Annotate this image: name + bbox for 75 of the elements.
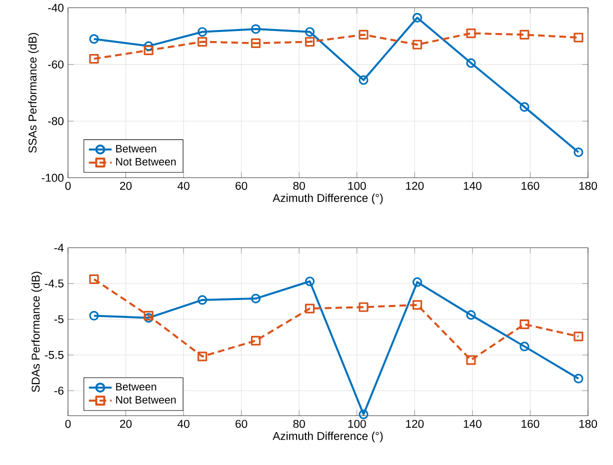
point <box>198 37 208 47</box>
y-tick-label: -60 <box>48 60 64 69</box>
x-axis-title: Azimuth Difference (°) <box>272 194 383 204</box>
point <box>89 34 99 44</box>
y-tick-label: -5.5 <box>44 351 64 360</box>
point <box>574 32 584 42</box>
point <box>412 13 422 23</box>
point <box>574 332 584 342</box>
y-tick-label: -5 <box>54 315 64 324</box>
legend-label: Between <box>116 145 156 153</box>
point <box>250 336 261 346</box>
point <box>198 295 208 305</box>
point <box>358 302 368 312</box>
x-tick-label: 140 <box>464 182 482 190</box>
point <box>412 40 422 50</box>
x-tick-label: 40 <box>178 420 190 428</box>
point <box>520 30 530 40</box>
point <box>89 54 99 64</box>
legend-label: Not Between <box>116 158 176 166</box>
x-tick-label: 80 <box>293 182 305 190</box>
x-tick-label: 100 <box>348 182 366 190</box>
point <box>574 374 584 384</box>
x-tick-label: 160 <box>522 182 540 190</box>
point <box>520 320 530 330</box>
point <box>305 276 315 286</box>
point <box>358 30 368 40</box>
point <box>412 277 422 288</box>
y-axis-title: SSAs Performance (dB) <box>28 33 39 153</box>
y-tick-label: -40 <box>48 4 64 12</box>
x-tick-label: 120 <box>406 420 424 428</box>
x-tick-label: 180 <box>579 182 598 190</box>
x-tick-label: 100 <box>348 420 366 428</box>
point <box>520 342 530 352</box>
x-tick-label: 140 <box>464 420 482 428</box>
y-axis-title: SDAs Performance (dB) <box>31 272 42 392</box>
legend-label: Not Between <box>116 396 176 404</box>
point <box>305 37 315 47</box>
x-tick-label: 20 <box>120 420 132 428</box>
point <box>250 24 261 34</box>
y-tick-label: -100 <box>42 174 64 182</box>
x-tick-label: 180 <box>579 420 598 428</box>
point <box>198 352 208 362</box>
point <box>198 27 208 37</box>
point <box>144 46 154 56</box>
x-tick-label: 40 <box>178 182 190 190</box>
y-tick-label: -6 <box>54 386 64 395</box>
point <box>358 75 368 85</box>
x-tick-label: 0 <box>65 420 71 428</box>
point <box>412 300 422 310</box>
x-axis-title: Azimuth Difference (°) <box>272 432 383 442</box>
point <box>358 410 368 420</box>
x-tick-label: 80 <box>293 420 305 428</box>
point <box>89 311 99 321</box>
point <box>466 355 476 365</box>
x-tick-label: 60 <box>236 182 248 190</box>
x-tick-label: 20 <box>120 182 132 190</box>
x-tick-label: 120 <box>406 182 424 190</box>
point <box>89 274 99 284</box>
y-tick-label: -4 <box>54 244 64 252</box>
y-tick-label: -80 <box>48 117 64 126</box>
x-tick-label: 0 <box>65 182 71 190</box>
x-tick-label: 60 <box>236 420 248 428</box>
point <box>305 27 315 37</box>
point <box>305 304 315 314</box>
point <box>466 28 476 38</box>
y-tick-label: -4.5 <box>44 280 64 288</box>
point <box>144 41 154 51</box>
x-tick-label: 160 <box>522 420 540 428</box>
point <box>250 38 261 48</box>
point <box>574 148 584 158</box>
point <box>466 58 476 68</box>
legend-label: Between <box>116 383 156 391</box>
point <box>466 310 476 320</box>
point <box>250 294 261 304</box>
point <box>520 102 530 112</box>
